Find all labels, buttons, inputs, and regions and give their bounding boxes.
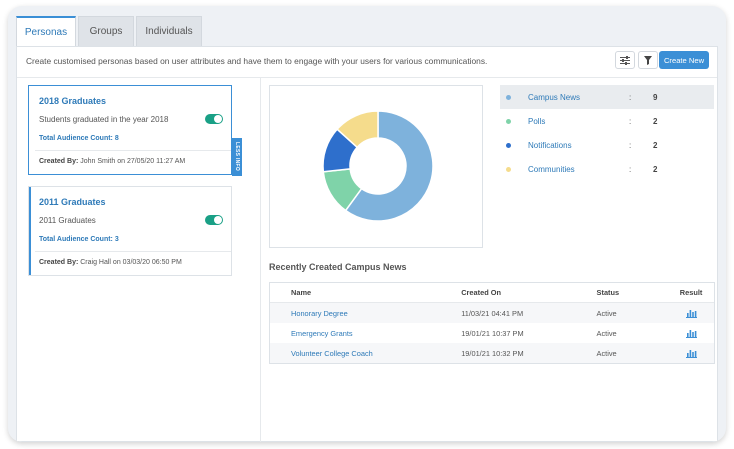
- legend-label: Polls: [528, 116, 546, 126]
- persona-title: 2018 Graduates: [39, 96, 107, 106]
- header-created-on: Created On: [461, 288, 502, 297]
- news-status: Active: [596, 348, 617, 358]
- persona-title: 2011 Graduates: [39, 197, 106, 207]
- created-by: Created By: Craig Hall on 03/03/20 06:50…: [39, 259, 182, 266]
- tab-bar: Personas Groups Individuals: [16, 16, 204, 46]
- chart-legend: Campus News : 9 Polls : 2 Notifications …: [500, 85, 714, 181]
- persona-subtitle: 2011 Graduates: [39, 216, 96, 225]
- filter-button[interactable]: [638, 51, 658, 69]
- less-info-tab[interactable]: LESS INFO: [232, 138, 242, 176]
- column-divider: [260, 78, 261, 442]
- created-by: Created By: John Smith on 27/05/20 11:27…: [39, 158, 185, 165]
- legend-value: 2: [653, 164, 658, 174]
- toggle-knob: [214, 216, 222, 224]
- legend-item-polls[interactable]: Polls : 2: [500, 109, 714, 133]
- card-divider: [35, 251, 231, 252]
- donut-chart-panel: [269, 85, 483, 248]
- news-name-link[interactable]: Emergency Grants: [291, 328, 353, 338]
- recent-news-title: Recently Created Campus News: [269, 262, 407, 272]
- result-button[interactable]: [668, 329, 714, 338]
- table-row: Emergency Grants 19/01/21 10:37 PM Activ…: [270, 323, 714, 343]
- personas-panel: Create customised personas based on user…: [16, 46, 718, 442]
- tab-personas[interactable]: Personas: [16, 16, 76, 46]
- legend-label: Communities: [528, 164, 575, 174]
- created-by-value: Craig Hall on 03/03/20 06:50 PM: [80, 259, 182, 266]
- news-name-link[interactable]: Volunteer College Coach: [291, 348, 373, 358]
- persona-card[interactable]: 2018 Graduates Students graduated in the…: [28, 85, 242, 176]
- header-divider: [17, 77, 717, 78]
- news-status: Active: [596, 328, 617, 338]
- news-status: Active: [596, 308, 617, 318]
- legend-item-notifications[interactable]: Notifications : 2: [500, 133, 714, 157]
- created-by-label: Created By:: [39, 259, 79, 266]
- tab-individuals[interactable]: Individuals: [136, 16, 202, 46]
- header-status: Status: [596, 288, 620, 297]
- legend-dot: [506, 142, 511, 148]
- created-by-value: John Smith on 27/05/20 11:27 AM: [80, 158, 186, 165]
- recent-news-table: Name Created On Status Result Honorary D…: [269, 282, 715, 364]
- legend-value: 9: [653, 92, 658, 102]
- card-divider: [35, 150, 231, 151]
- bar-chart-icon: [685, 329, 697, 338]
- legend-value: 2: [653, 140, 658, 150]
- donut-chart: [322, 110, 434, 222]
- page-description: Create customised personas based on user…: [26, 56, 488, 66]
- legend-colon: :: [629, 140, 632, 150]
- bar-chart-icon: [685, 349, 697, 358]
- legend-colon: :: [629, 116, 632, 126]
- sliders-icon: [620, 55, 630, 65]
- audience-count: Total Audience Count: 3: [39, 236, 119, 243]
- funnel-icon: [644, 55, 652, 65]
- legend-colon: :: [629, 92, 632, 102]
- filter-settings-button[interactable]: [615, 51, 635, 69]
- created-by-label: Created By:: [39, 158, 79, 165]
- persona-toggle[interactable]: [205, 114, 223, 124]
- header-result: Result: [679, 288, 703, 297]
- legend-item-communities[interactable]: Communities : 2: [500, 157, 714, 181]
- bar-chart-icon: [685, 309, 697, 318]
- table-row: Honorary Degree 11/03/21 04:41 PM Active: [270, 303, 714, 323]
- create-new-button[interactable]: Create New: [659, 51, 709, 69]
- persona-toggle[interactable]: [205, 215, 223, 225]
- audience-count: Total Audience Count: 8: [39, 135, 119, 142]
- toggle-knob: [214, 115, 222, 123]
- news-created-on: 11/03/21 04:41 PM: [461, 308, 524, 318]
- result-button[interactable]: [668, 349, 714, 358]
- donut-slice-campus-news[interactable]: [344, 110, 434, 222]
- persona-subtitle: Students graduated in the year 2018: [39, 115, 169, 124]
- card-accent-bar: [29, 187, 31, 275]
- news-name-link[interactable]: Honorary Degree: [291, 308, 348, 318]
- legend-label: Notifications: [528, 140, 572, 150]
- result-button[interactable]: [668, 309, 714, 318]
- legend-dot: [506, 166, 511, 172]
- legend-item-campus-news[interactable]: Campus News : 9: [500, 85, 714, 109]
- tab-groups[interactable]: Groups: [78, 16, 134, 46]
- app-window: Personas Groups Individuals Create custo…: [8, 6, 726, 442]
- news-created-on: 19/01/21 10:32 PM: [461, 348, 524, 358]
- legend-dot: [506, 118, 511, 124]
- table-row: Volunteer College Coach 19/01/21 10:32 P…: [270, 343, 714, 363]
- legend-label: Campus News: [528, 92, 581, 102]
- persona-card[interactable]: 2011 Graduates 2011 Graduates Total Audi…: [28, 186, 232, 276]
- donut-slice-communities[interactable]: [336, 110, 379, 149]
- legend-colon: :: [629, 164, 632, 174]
- legend-dot: [506, 94, 511, 100]
- legend-value: 2: [653, 116, 658, 126]
- table-header: Name Created On Status Result: [270, 283, 714, 303]
- header-name: Name: [291, 288, 312, 297]
- news-created-on: 19/01/21 10:37 PM: [461, 328, 524, 338]
